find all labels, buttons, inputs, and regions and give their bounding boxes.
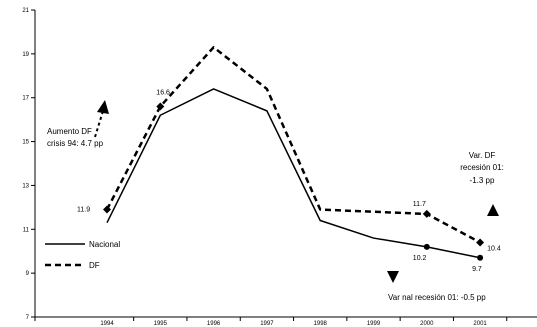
series-line-nacional [106, 88, 481, 259]
y-axis: 7 9 11 13 15 17 19 21 [22, 8, 36, 321]
annotation-aumento-line-2: crisis 94: 4.7 pp [47, 139, 104, 148]
x-tick-label: 1994 [100, 321, 114, 327]
y-tick-label: 11 [23, 227, 30, 233]
data-point-df [156, 102, 165, 111]
annotation-aumento: Aumento DF crisis 94: 4.7 pp [47, 100, 109, 148]
x-tick-label: 2000 [420, 321, 434, 327]
data-label-df: 10.4 [487, 245, 501, 252]
data-point-df [103, 205, 111, 214]
y-tick-label: 17 [22, 96, 29, 102]
data-label-df: 11.9 [77, 207, 90, 214]
y-tick-label: 21 [22, 8, 29, 14]
legend-item-df: DF [45, 261, 100, 270]
triangle-up-icon [487, 204, 499, 216]
data-label-df: 11.7 [413, 201, 426, 208]
annotation-var-nal-line-1: Var nal recesión 01: -0.5 pp [388, 293, 486, 302]
data-label-df: 16.6 [156, 89, 170, 96]
y-tick-label: 13 [22, 183, 29, 189]
series-line-df [105, 46, 481, 244]
legend-item-nacional: Nacional [45, 240, 120, 249]
data-point-nacional [477, 254, 484, 261]
data-label-nacional: 10.2 [413, 255, 427, 262]
annotation-var-nal: Var nal recesión 01: -0.5 pp [387, 271, 486, 302]
annotation-aumento-line-1: Aumento DF [47, 127, 92, 136]
legend-label-nacional: Nacional [89, 240, 120, 249]
y-tick-label: 19 [22, 52, 29, 58]
x-tick-label: 1998 [314, 321, 328, 327]
x-tick-label: 1996 [207, 321, 221, 327]
annotation-var-df-line-3: -1.3 pp [470, 176, 495, 185]
data-point-df [476, 238, 485, 247]
data-point-nacional [423, 243, 430, 250]
x-tick-label: 1995 [154, 321, 168, 327]
annotation-var-df-line-1: Var. DF [469, 151, 496, 160]
data-label-nacional: 9.7 [472, 266, 482, 273]
y-tick-label: 7 [26, 315, 30, 321]
y-tick-label: 15 [22, 140, 29, 146]
annotation-var-df-line-2: recesión 01: [460, 163, 504, 172]
legend: Nacional DF [45, 240, 120, 270]
y-tick-label: 9 [26, 271, 30, 277]
x-tick-label: 1997 [260, 321, 274, 327]
x-tick-label: 2001 [473, 321, 487, 327]
legend-label-df: DF [89, 261, 100, 270]
annotation-var-df: Var. DF recesión 01: -1.3 pp [460, 151, 504, 216]
x-tick-label: 1999 [367, 321, 381, 327]
arrow-up-icon [97, 100, 109, 114]
x-axis: 1994 1995 1996 1997 1998 1999 2000 2001 [34, 316, 537, 327]
data-point-df [422, 209, 431, 218]
annotation-aumento-arrow-shaft [94, 110, 104, 138]
triangle-down-icon [387, 271, 399, 283]
